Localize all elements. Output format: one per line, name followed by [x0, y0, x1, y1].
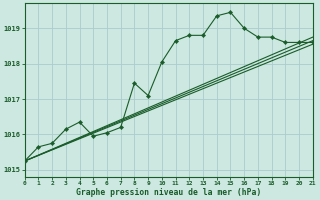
X-axis label: Graphe pression niveau de la mer (hPa): Graphe pression niveau de la mer (hPa) — [76, 188, 261, 197]
